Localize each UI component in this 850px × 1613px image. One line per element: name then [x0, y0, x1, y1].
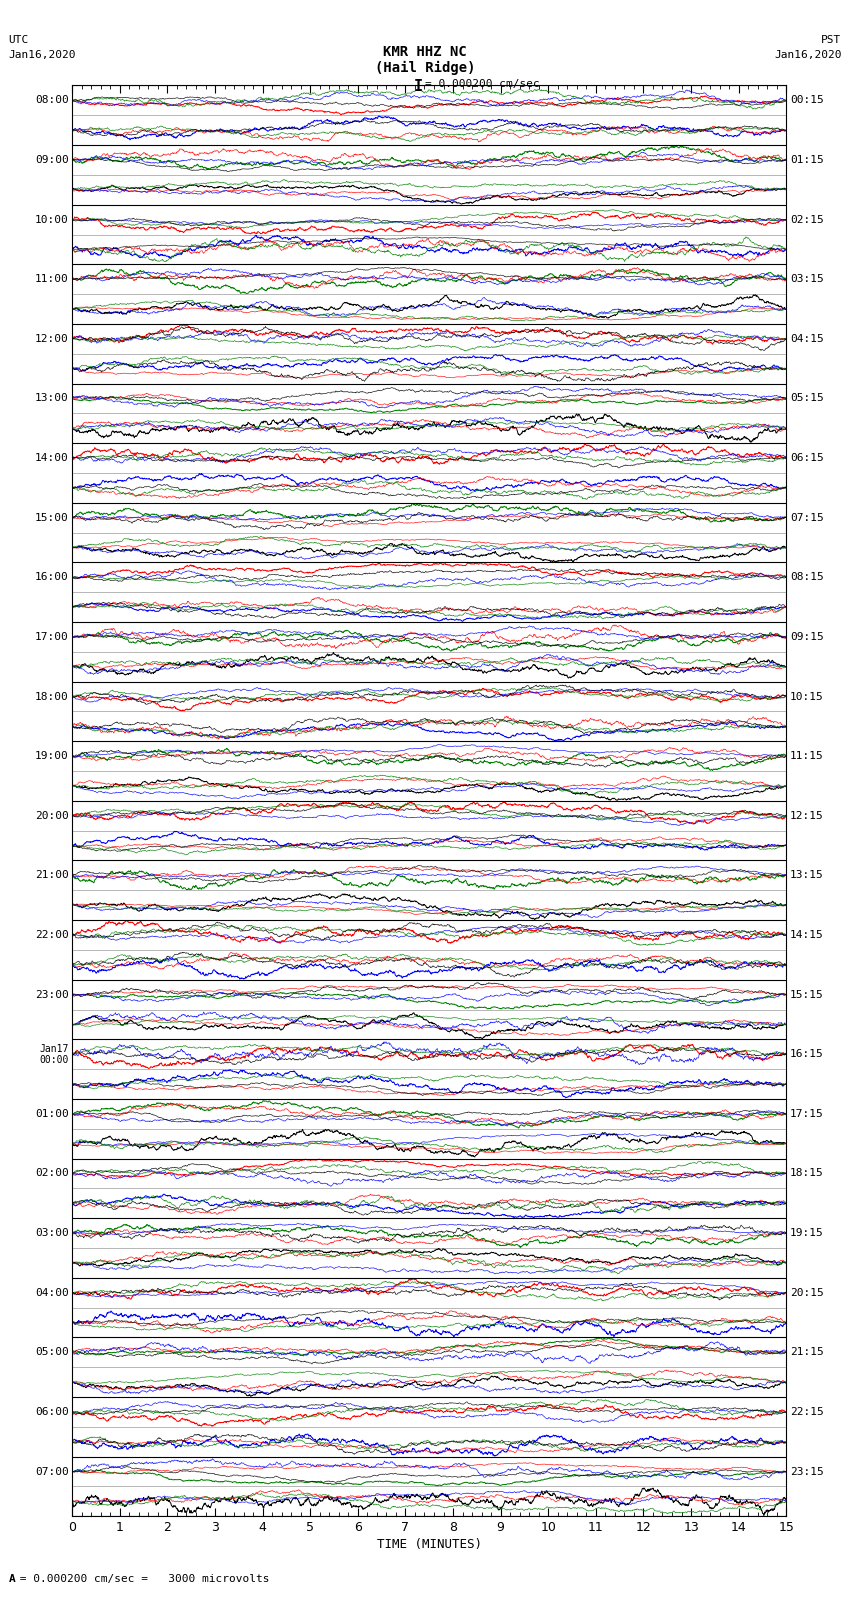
Text: 22:00: 22:00 — [35, 931, 69, 940]
Text: 16:15: 16:15 — [790, 1048, 824, 1060]
Text: 17:15: 17:15 — [790, 1108, 824, 1119]
Text: 13:00: 13:00 — [35, 394, 69, 403]
Text: 21:15: 21:15 — [790, 1347, 824, 1357]
Text: Jan16,2020: Jan16,2020 — [774, 50, 842, 60]
Text: 02:15: 02:15 — [790, 215, 824, 224]
Text: 08:15: 08:15 — [790, 573, 824, 582]
Text: 11:00: 11:00 — [35, 274, 69, 284]
Text: 17:00: 17:00 — [35, 632, 69, 642]
Text: Jan17
00:00: Jan17 00:00 — [39, 1044, 69, 1065]
Text: 18:15: 18:15 — [790, 1168, 824, 1179]
Text: PST: PST — [821, 35, 842, 45]
Text: 23:00: 23:00 — [35, 990, 69, 1000]
Text: 11:15: 11:15 — [790, 752, 824, 761]
Text: 10:15: 10:15 — [790, 692, 824, 702]
Text: 02:00: 02:00 — [35, 1168, 69, 1179]
Text: 05:00: 05:00 — [35, 1347, 69, 1357]
Text: 01:00: 01:00 — [35, 1108, 69, 1119]
Text: 03:15: 03:15 — [790, 274, 824, 284]
Text: = 0.000200 cm/sec =   3000 microvolts: = 0.000200 cm/sec = 3000 microvolts — [13, 1574, 269, 1584]
Text: 09:15: 09:15 — [790, 632, 824, 642]
Text: 08:00: 08:00 — [35, 95, 69, 105]
Text: 20:15: 20:15 — [790, 1287, 824, 1298]
Text: 15:00: 15:00 — [35, 513, 69, 523]
Text: 05:15: 05:15 — [790, 394, 824, 403]
Text: 19:00: 19:00 — [35, 752, 69, 761]
Text: 20:00: 20:00 — [35, 811, 69, 821]
Text: 18:00: 18:00 — [35, 692, 69, 702]
Text: 01:15: 01:15 — [790, 155, 824, 165]
Text: (Hail Ridge): (Hail Ridge) — [375, 61, 475, 76]
Text: I: I — [413, 79, 422, 94]
Text: 15:15: 15:15 — [790, 990, 824, 1000]
Text: 14:00: 14:00 — [35, 453, 69, 463]
Text: 12:00: 12:00 — [35, 334, 69, 344]
Text: 21:00: 21:00 — [35, 871, 69, 881]
Text: 23:15: 23:15 — [790, 1466, 824, 1476]
Text: 04:00: 04:00 — [35, 1287, 69, 1298]
Text: 06:00: 06:00 — [35, 1407, 69, 1416]
Text: 12:15: 12:15 — [790, 811, 824, 821]
Text: 10:00: 10:00 — [35, 215, 69, 224]
Text: UTC: UTC — [8, 35, 29, 45]
Text: 07:00: 07:00 — [35, 1466, 69, 1476]
Text: 03:00: 03:00 — [35, 1227, 69, 1239]
Text: 06:15: 06:15 — [790, 453, 824, 463]
Text: 13:15: 13:15 — [790, 871, 824, 881]
Text: 09:00: 09:00 — [35, 155, 69, 165]
Text: KMR HHZ NC: KMR HHZ NC — [383, 45, 467, 60]
Text: 19:15: 19:15 — [790, 1227, 824, 1239]
Text: 00:15: 00:15 — [790, 95, 824, 105]
X-axis label: TIME (MINUTES): TIME (MINUTES) — [377, 1539, 482, 1552]
Text: A: A — [8, 1574, 15, 1584]
Text: 07:15: 07:15 — [790, 513, 824, 523]
Text: 22:15: 22:15 — [790, 1407, 824, 1416]
Text: Jan16,2020: Jan16,2020 — [8, 50, 76, 60]
Text: 14:15: 14:15 — [790, 931, 824, 940]
Text: 16:00: 16:00 — [35, 573, 69, 582]
Text: = 0.000200 cm/sec: = 0.000200 cm/sec — [425, 79, 540, 89]
Text: 04:15: 04:15 — [790, 334, 824, 344]
